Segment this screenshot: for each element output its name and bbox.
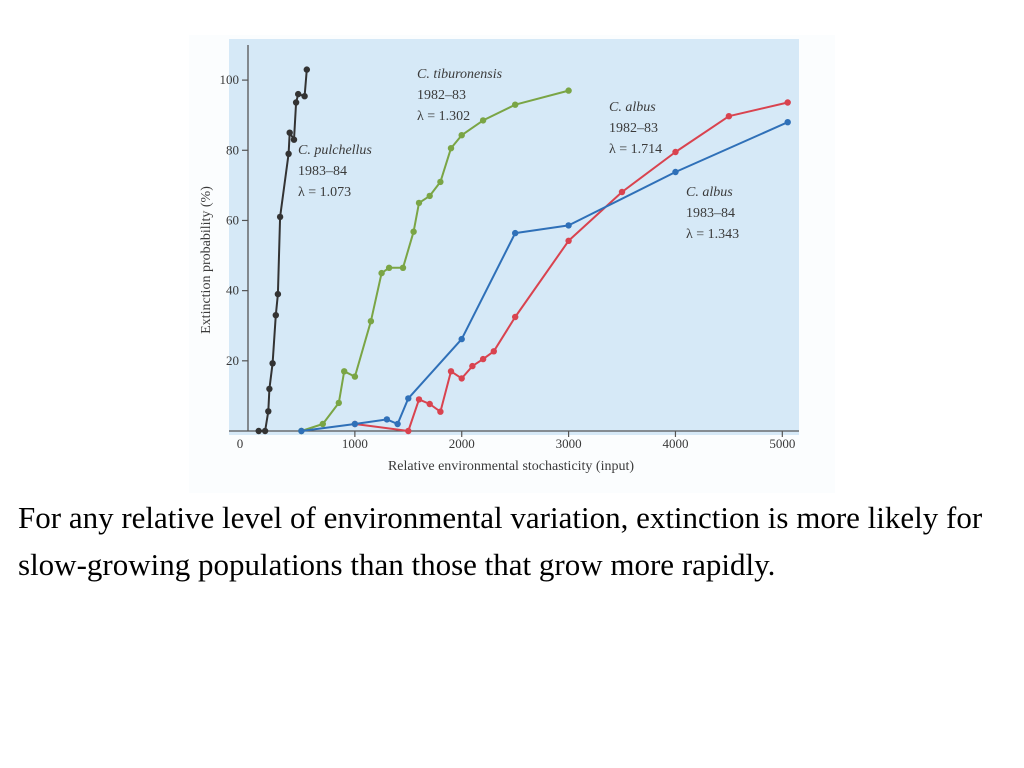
series-name-label: C. tiburonensis [417,67,503,82]
series-albus-1982-83 [351,99,791,435]
series-annotations: C. pulchellus 1983–84 λ = 1.073 C. tiburone… [298,67,739,242]
data-point [341,368,348,375]
data-point [512,313,519,321]
x-axis-label: Relative environmental stochasticity (in… [388,459,634,474]
y-tick-label: 20 [226,353,239,368]
data-point [469,362,476,370]
series-line [301,89,569,432]
series-years-label: 1983–84 [686,206,735,221]
data-point [479,355,487,363]
data-point [351,420,359,428]
x-tick-label: 2000 [449,436,475,451]
series-years-label: 1983–84 [298,164,347,179]
series-years-label: 1982–83 [609,121,658,136]
data-point [319,420,326,428]
data-point [269,360,276,367]
annotation-pulchellus-1983-84: C. pulchellus 1983–84 λ = 1.073 [298,143,372,200]
x-tick-label: 1000 [342,436,368,451]
data-point [437,408,444,415]
data-point [672,148,679,156]
data-point [276,213,284,221]
data-point [292,99,300,106]
annotation-tiburonensis-1982-83: C. tiburonensis 1982–83 λ = 1.302 [417,67,503,124]
data-point [447,145,455,152]
annotation-albus-1983-84: C. albus 1983–84 λ = 1.343 [686,185,739,242]
y-axis-label: Extinction probability (%) [199,186,214,334]
data-point [565,87,572,94]
data-point [378,269,385,277]
series-lambda-label: λ = 1.714 [609,142,662,157]
series-line [354,101,788,432]
slide-caption: For any relative level of environmental … [18,500,983,582]
data-point [265,408,272,415]
series-years-label: 1982–83 [417,88,466,103]
data-point [405,427,412,435]
x-tick-label: 0 [237,436,244,451]
data-point [290,136,298,143]
series-lambda-label: λ = 1.073 [298,185,351,200]
series-lambda-label: λ = 1.343 [686,227,739,242]
data-point [437,178,444,186]
data-point [410,228,417,235]
data-point [272,312,279,319]
x-tick-label: 4000 [662,436,688,451]
annotation-albus-1982-83: C. albus 1982–83 λ = 1.714 [609,100,662,157]
data-point [295,90,302,98]
x-tick-label: 5000 [769,436,795,451]
data-point [274,290,282,298]
data-point [447,368,455,375]
data-point [285,150,292,157]
data-point [458,335,465,343]
series-layer [255,66,791,435]
data-point [415,199,423,207]
data-point [565,237,572,244]
data-point [672,168,679,176]
data-point [394,420,401,428]
extinction-chart: 0 1000 2000 3000 4000 5000 20 40 60 80 100 C. pulc… [199,39,799,474]
data-point [565,222,572,229]
x-tick-label: 3000 [556,436,582,451]
data-point [415,396,423,403]
series-albus-1983-84 [298,119,791,435]
data-point [512,101,519,108]
series-pulchellus-1983-84 [255,66,310,435]
data-point [367,318,375,325]
data-point [618,188,626,196]
data-point [303,66,310,73]
data-point [383,416,391,423]
data-point [426,192,433,200]
data-point [479,117,487,124]
series-lambda-label: λ = 1.302 [417,109,470,124]
data-point [784,119,791,126]
axis-ticks: 0 1000 2000 3000 4000 5000 20 40 60 80 100 [220,72,796,451]
data-point [301,93,308,100]
series-name-label: C. pulchellus [298,143,372,158]
data-point [405,395,412,402]
y-tick-label: 100 [220,72,240,87]
data-point [458,132,465,139]
data-point [490,348,497,355]
series-line [301,121,789,432]
data-point [351,373,359,380]
data-point [385,264,393,271]
data-point [399,264,407,271]
data-point [266,385,273,393]
series-name-label: C. albus [609,100,656,115]
y-tick-label: 40 [226,283,239,298]
extinction-chart-figure: 0 1000 2000 3000 4000 5000 20 40 60 80 100 C. pulc… [189,35,835,493]
y-tick-label: 60 [226,212,239,227]
data-point [298,427,305,435]
data-point [335,399,342,407]
data-point [458,375,465,382]
series-name-label: C. albus [686,185,733,200]
y-tick-label: 80 [226,142,239,157]
data-point [261,427,269,435]
data-point [255,427,262,435]
data-point [286,129,293,136]
data-point [725,113,733,120]
data-point [426,400,433,408]
data-point [512,229,519,237]
data-point [784,99,791,106]
